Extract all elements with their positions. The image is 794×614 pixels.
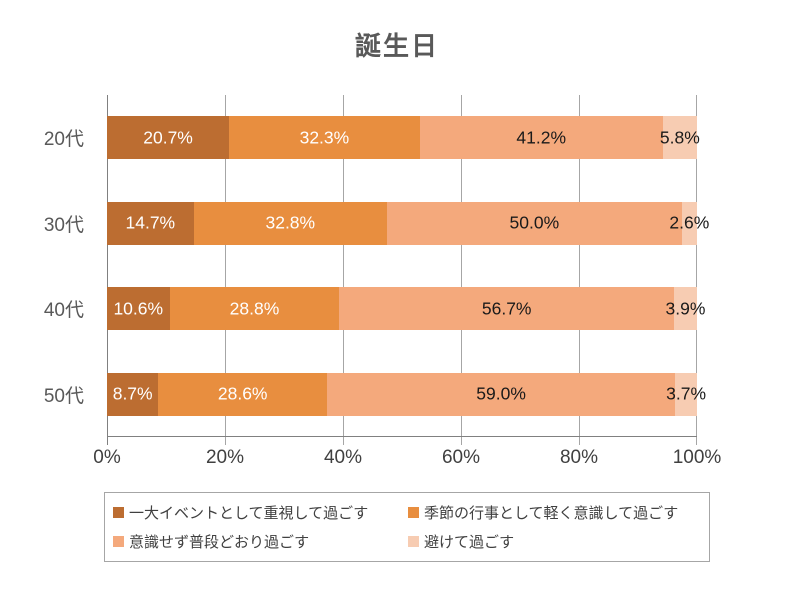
legend-label: 意識せず普段どおり過ごす (129, 534, 310, 551)
bar-segment-value-label: 20.7% (143, 127, 193, 148)
chart-title: 誕生日 (354, 31, 439, 61)
category-label: 40代 (43, 300, 84, 322)
legend-item: 意識せず普段どおり過ごす (113, 531, 408, 552)
bar-segment: 20.7% (107, 116, 230, 160)
gridline (343, 95, 344, 445)
stacked-bar: 14.7% 32.8% 50.0% 2.6% (107, 201, 709, 245)
bar-segment: 32.3% (229, 116, 420, 160)
bar-segment: 50.0% (386, 201, 682, 245)
bar-segment-value-label: 2.6% (669, 212, 710, 233)
legend-item: 避けて過ごす (408, 531, 703, 552)
bar-segment: 59.0% (327, 372, 676, 416)
bar-segment-value-label: 5.8% (659, 127, 700, 148)
gridline (696, 95, 697, 445)
bar-segment-value-label: 10.6% (113, 298, 164, 319)
stacked-bar: 10.6% 28.8% 56.7% 3.9% (107, 287, 705, 331)
bar-segment: 8.7% (107, 372, 159, 416)
bar-segment-value-label: 8.7% (112, 383, 153, 404)
legend-item: 季節の行事として軽く意識して過ごす (408, 502, 703, 523)
legend: 一大イベントとして重視して過ごす 季節の行事として軽く意識して過ごす意識せず普段ど… (104, 492, 710, 562)
x-tick-label: 80% (559, 447, 599, 468)
y-axis-category-labels: 20代 30代 40代 50代 (0, 95, 97, 437)
category-label: 30代 (43, 214, 84, 236)
bar-segment: 2.6% (669, 201, 709, 245)
legend-swatch-icon (113, 536, 124, 547)
x-tick-label: 20% (205, 447, 245, 468)
bar-segment-value-label: 3.9% (665, 298, 706, 319)
bar-segment: 5.8% (659, 116, 700, 160)
x-tick-label: 0% (93, 447, 121, 468)
bar-segment: 14.7% (107, 201, 194, 245)
bar-segment: 3.7% (666, 372, 706, 416)
bar-segment: 28.8% (169, 287, 340, 331)
x-axis-tick-labels: 0% 20% 40% 60% 80% 100% (93, 447, 721, 471)
legend-label: 避けて過ごす (424, 534, 515, 551)
bar-segment: 28.6% (158, 372, 328, 416)
bar-segment: 41.2% (419, 116, 663, 160)
bar-segment-value-label: 50.0% (509, 212, 560, 233)
legend-swatch-icon (408, 507, 419, 518)
bar-rows: 20.7% 32.3% 41.2% 5.8% 14.7% 32.8% 50.0% 2.6% 10… (107, 95, 709, 438)
bar-segment-value-label: 59.0% (476, 383, 526, 404)
plot-area: 20.7% 32.3% 41.2% 5.8% 14.7% 32.8% 50.0% 2.6% 10… (107, 95, 709, 445)
legend-swatch-icon (113, 507, 124, 518)
bar-segment-value-label: 56.7% (481, 298, 532, 319)
gridline (225, 95, 226, 445)
bar-segment: 32.8% (193, 201, 387, 245)
legend-label: 一大イベントとして重視して過ごす (129, 505, 369, 522)
bar-segment-value-label: 14.7% (125, 212, 176, 233)
bar-segment: 10.6% (107, 287, 170, 331)
stacked-bar: 20.7% 32.3% 41.2% 5.8% (107, 116, 700, 160)
bar-segment: 56.7% (339, 287, 674, 331)
bar-segment-value-label: 32.3% (299, 127, 350, 148)
bar-row: 8.7% 28.6% 59.0% 3.7% (107, 352, 706, 438)
legend-label: 季節の行事として軽く意識して過ごす (424, 505, 679, 522)
category-label: 50代 (43, 385, 84, 407)
legend-item: 一大イベントとして重視して過ごす (113, 502, 408, 523)
bar-segment-value-label: 32.8% (265, 212, 316, 233)
category-label: 20代 (43, 129, 84, 151)
x-axis-line (107, 436, 697, 437)
bar-row: 20.7% 32.3% 41.2% 5.8% (107, 95, 700, 181)
x-tick-label: 60% (441, 447, 481, 468)
bar-segment-value-label: 28.6% (217, 383, 268, 404)
bar-row: 10.6% 28.8% 56.7% 3.9% (107, 266, 705, 352)
bar-segment-value-label: 3.7% (666, 383, 707, 404)
stacked-bar: 8.7% 28.6% 59.0% 3.7% (107, 372, 706, 416)
x-tick-label: 100% (672, 447, 722, 468)
bar-segment-value-label: 28.8% (229, 298, 280, 319)
bar-segment-value-label: 41.2% (516, 127, 567, 148)
bar-segment: 3.9% (666, 287, 705, 331)
bar-row: 14.7% 32.8% 50.0% 2.6% (107, 181, 709, 267)
gridline (461, 95, 462, 445)
y-axis-line (107, 95, 108, 445)
legend-swatch-icon (408, 536, 419, 547)
x-tick-label: 40% (323, 447, 363, 468)
gridline (579, 95, 580, 445)
